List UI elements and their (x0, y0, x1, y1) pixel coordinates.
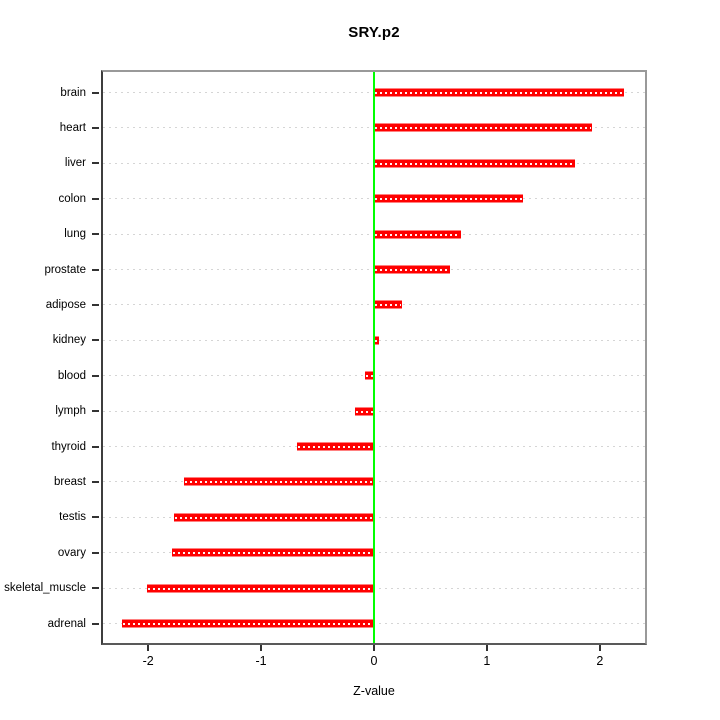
x-axis-tick-label: 2 (596, 654, 604, 668)
bar-center-dash (375, 339, 378, 342)
bar-heart (374, 123, 592, 133)
y-axis-tick (92, 162, 99, 165)
bar-center-dash (172, 552, 373, 555)
bar-center-dash (375, 198, 523, 201)
bar-breast (184, 477, 374, 487)
y-axis-label: testis (59, 511, 86, 524)
x-axis-tick-label: 1 (483, 654, 491, 668)
x-axis-tick-label: -2 (142, 654, 154, 668)
chart-title: SRY.p2 (348, 24, 400, 41)
y-axis-label: thyroid (51, 440, 86, 453)
bar-center-dash (148, 587, 373, 590)
y-axis-label: liver (64, 157, 86, 170)
bar-center-dash (375, 92, 623, 94)
y-axis-label: brain (60, 86, 86, 99)
bar-blood (364, 371, 374, 381)
y-axis-label: colon (58, 192, 87, 205)
x-axis-tick (373, 645, 375, 651)
x-axis-tick-label: 0 (370, 654, 378, 668)
bar-testis (174, 512, 374, 522)
bar-kidney (374, 335, 379, 345)
y-axis-tick (92, 445, 99, 448)
y-axis-label: skeletal_muscle (4, 582, 86, 595)
bar-center-dash (175, 516, 373, 519)
y-axis-label: prostate (44, 263, 86, 276)
y-axis-tick (92, 622, 99, 625)
bar-adipose (374, 300, 403, 310)
x-axis-tick-label: -1 (255, 654, 267, 668)
y-axis-tick (92, 126, 99, 129)
y-axis-tick (92, 587, 99, 590)
bar-center-dash (365, 375, 373, 378)
bar-center-dash (355, 410, 373, 413)
y-axis-tick (92, 374, 99, 377)
bar-thyroid (297, 442, 374, 451)
bar-skeletal_muscle (147, 583, 374, 593)
bar-lung (374, 229, 461, 239)
y-axis-label: lymph (55, 405, 86, 418)
y-axis-label: adrenal (47, 617, 86, 630)
x-axis-tick (598, 645, 601, 651)
x-axis-tick (147, 645, 150, 651)
bar-center-dash (375, 304, 402, 307)
bar-center-dash (375, 127, 591, 130)
y-axis-tick (92, 303, 99, 306)
bar-center-dash (123, 623, 373, 625)
y-axis-tick (92, 339, 99, 342)
y-axis-label: adipose (45, 298, 86, 311)
y-axis-tick (92, 91, 99, 94)
x-axis-tick (260, 645, 263, 651)
y-axis-label: breast (54, 475, 86, 488)
y-axis-label: lung (64, 228, 86, 241)
x-axis-title: Z-value (353, 684, 395, 698)
y-axis-tick (92, 410, 99, 413)
y-axis-label: heart (59, 121, 86, 134)
y-axis-tick (92, 233, 99, 236)
y-axis-label: blood (57, 369, 86, 382)
bar-center-dash (375, 162, 574, 165)
bar-brain (374, 88, 624, 97)
bar-center-dash (185, 481, 373, 484)
bar-center-dash (298, 446, 373, 448)
x-axis-tick (485, 645, 488, 651)
bar-liver (374, 158, 575, 168)
y-axis-tick (92, 197, 99, 200)
y-axis-tick (92, 551, 99, 554)
y-axis-label: ovary (57, 546, 86, 559)
bar-ovary (171, 548, 374, 558)
y-axis-tick (92, 480, 99, 483)
y-axis-label: kidney (52, 334, 86, 347)
bar-prostate (374, 265, 450, 274)
bar-colon (374, 194, 524, 204)
bar-center-dash (375, 233, 460, 236)
zero-line (373, 72, 375, 643)
bar-center-dash (375, 269, 449, 271)
y-axis-tick (92, 516, 99, 519)
bar-lymph (354, 406, 374, 416)
y-axis-tick (92, 268, 99, 271)
bar-adrenal (122, 619, 374, 628)
